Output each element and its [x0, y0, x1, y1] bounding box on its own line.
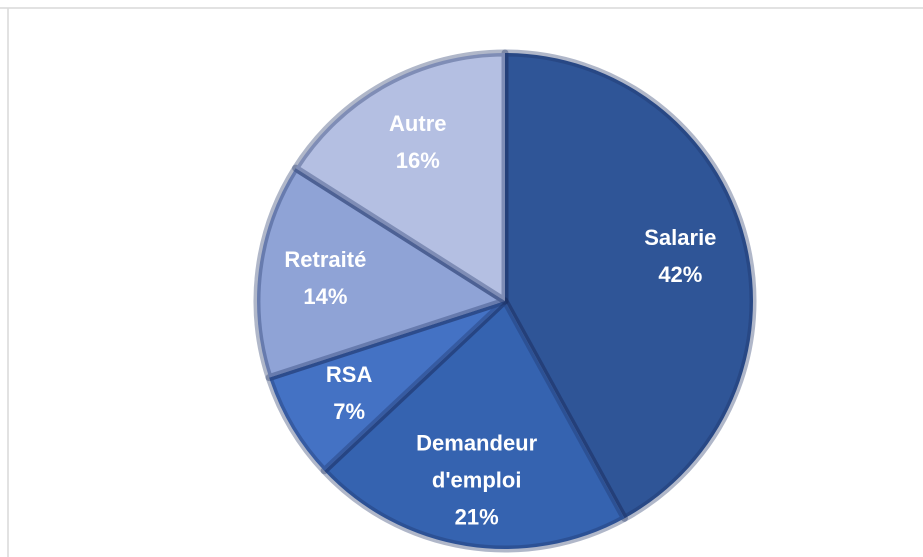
pie-slice — [265, 297, 509, 475]
pie-slice — [292, 49, 509, 305]
category-label: Retraité — [284, 247, 367, 273]
pie-slice — [501, 49, 757, 522]
category-label: Autre — [389, 111, 447, 137]
category-label: RSA — [325, 362, 373, 388]
pie-slice — [253, 164, 509, 382]
value-label: 21% — [454, 504, 499, 530]
slice-label: Autre 16% — [343, 105, 493, 179]
value-label: 16% — [395, 148, 440, 174]
slice-label: Demandeur d'emploi 21% — [402, 424, 552, 535]
value-label: 14% — [303, 284, 348, 310]
slice-label: Retraité 14% — [250, 241, 400, 315]
category-label: Demandeur d'emploi — [416, 430, 538, 493]
value-label: 42% — [658, 261, 703, 287]
pie-slice — [320, 297, 628, 553]
category-label: Salarie — [644, 224, 717, 250]
slice-label: RSA 7% — [274, 356, 424, 430]
value-label: 7% — [333, 399, 366, 425]
slice-label: Salarie 42% — [605, 219, 755, 293]
